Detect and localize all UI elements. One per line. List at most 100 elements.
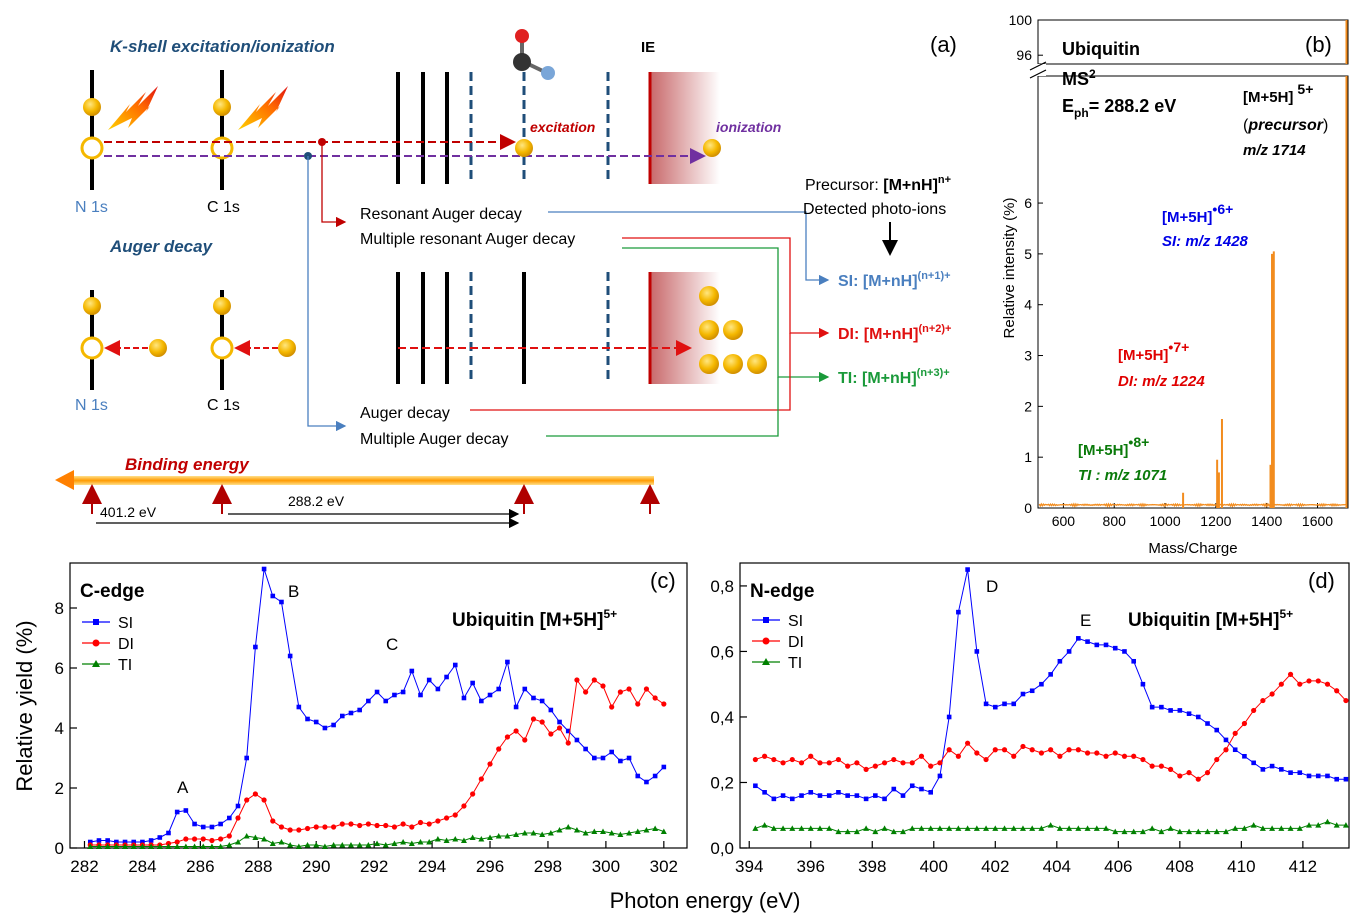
si-point <box>1195 714 1201 720</box>
x-tick-label: 294 <box>418 857 446 876</box>
electron-icon <box>278 339 296 357</box>
si-point <box>1066 649 1072 654</box>
di-point <box>808 753 814 759</box>
ti-point <box>789 825 796 831</box>
di-point <box>1186 770 1192 776</box>
peak-e: E <box>1080 611 1091 630</box>
di-point <box>635 701 641 707</box>
si-point <box>789 796 795 802</box>
si-point <box>635 773 641 779</box>
ie-label: IE <box>641 39 655 56</box>
di-point <box>1066 747 1072 753</box>
si-point <box>114 839 119 845</box>
ti-point <box>1306 822 1313 828</box>
ti-point <box>1056 825 1063 831</box>
si-point <box>444 674 449 680</box>
ti-point <box>130 843 137 849</box>
lightning-icon <box>108 86 158 130</box>
ti-point <box>1103 825 1110 831</box>
y-tick-label: 0 <box>55 839 64 858</box>
ti-point <box>872 828 879 835</box>
electron-icon <box>515 139 533 157</box>
si-point <box>1315 773 1321 779</box>
si-point <box>131 839 137 845</box>
decay-multi-auger: Multiple Auger decay <box>360 431 509 448</box>
ti-point <box>200 843 207 849</box>
ti-point <box>798 825 805 831</box>
ti-point <box>469 834 476 840</box>
di-point <box>900 760 906 766</box>
ti-point <box>1259 825 1266 831</box>
si-point <box>426 677 432 683</box>
ti-point <box>547 830 554 836</box>
di-point <box>600 683 606 689</box>
di-point <box>252 791 258 797</box>
di-point <box>1029 747 1035 753</box>
ti-point <box>139 843 146 849</box>
di-point <box>287 827 293 833</box>
ti-point <box>356 842 363 848</box>
electron-icon <box>747 354 767 374</box>
ti-point <box>909 825 916 831</box>
si-point <box>873 793 878 798</box>
si-point <box>946 714 952 720</box>
di-point <box>409 824 415 830</box>
energy-401: 401.2 eV <box>100 504 157 520</box>
ti-point <box>1001 825 1008 831</box>
di-point <box>1057 753 1063 759</box>
si-point <box>140 839 145 845</box>
di-point <box>1204 770 1211 776</box>
di-point <box>1269 691 1275 697</box>
si-point <box>96 838 102 843</box>
di-point <box>937 760 943 766</box>
di-point <box>661 701 667 707</box>
di-point <box>261 797 267 803</box>
si-point <box>1205 721 1210 726</box>
si-point <box>105 838 110 843</box>
di-point <box>1315 678 1321 684</box>
x-tick-label: 286 <box>186 857 214 876</box>
di-point <box>478 776 484 782</box>
di-point <box>891 756 897 763</box>
ti-point <box>122 843 129 849</box>
ti-point <box>400 839 407 845</box>
si-point <box>244 755 249 761</box>
di-point <box>1195 776 1201 782</box>
di-point <box>1112 750 1118 756</box>
si-point <box>1122 649 1127 654</box>
ti-point <box>1342 822 1349 828</box>
ti-point <box>539 831 546 837</box>
si-point <box>1223 737 1229 743</box>
si-point <box>200 824 206 830</box>
si-point <box>1260 767 1266 772</box>
x-tick-label: 406 <box>1104 857 1132 876</box>
y-tick-label: 5 <box>1024 246 1032 262</box>
ti-point <box>900 828 907 835</box>
si-point <box>557 719 562 725</box>
ti-point <box>573 827 580 833</box>
ti-point <box>1278 825 1285 831</box>
si-point <box>479 698 484 704</box>
ti-point <box>983 825 990 831</box>
ti-point <box>521 830 528 836</box>
di-point <box>461 803 467 809</box>
ti-point <box>382 842 389 848</box>
ti-point <box>95 843 102 849</box>
di-point <box>1094 750 1100 756</box>
x-tick-label: 402 <box>981 857 1009 876</box>
si-point <box>331 722 336 728</box>
si-point <box>122 839 128 845</box>
panel-b: 600 800 1000 1200 1400 1600 0 1 2 3 4 5 6 96 100 (b) U… <box>1001 12 1349 557</box>
x-tick-label: 300 <box>592 857 620 876</box>
ti-point <box>269 840 276 846</box>
si-point <box>1159 704 1164 710</box>
ti-point <box>1130 828 1137 835</box>
si-point <box>956 609 961 615</box>
di-point <box>1131 753 1137 759</box>
panel-c-label: (c) <box>650 568 676 593</box>
di-point <box>165 840 172 847</box>
di-point <box>391 824 398 830</box>
di-point <box>1158 763 1164 769</box>
ti-point <box>191 843 198 849</box>
di-point <box>191 836 198 842</box>
